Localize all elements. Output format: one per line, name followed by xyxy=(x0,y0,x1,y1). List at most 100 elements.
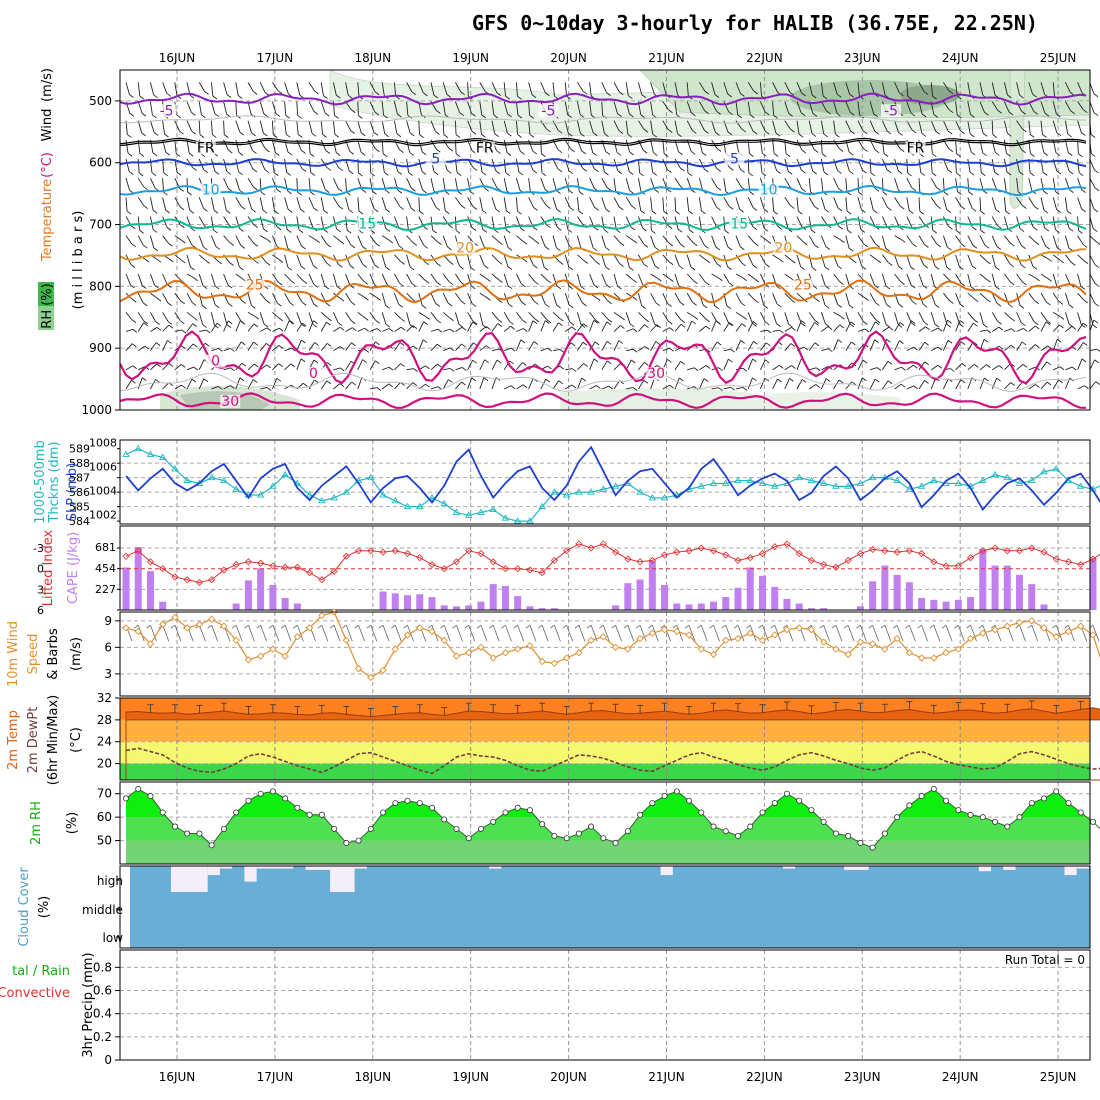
wind-barb-feather xyxy=(469,190,475,195)
wind-speed-point xyxy=(734,634,742,643)
thickness-point xyxy=(293,479,302,486)
wind-barb-feather xyxy=(801,320,806,325)
wind-barb-feather xyxy=(1093,208,1099,213)
wind-barb xyxy=(686,197,690,212)
wind-barb-feather xyxy=(338,167,344,172)
wind-barb-feather xyxy=(1033,205,1039,210)
wind-barb-feather xyxy=(1019,171,1024,176)
wind-barb xyxy=(650,197,653,212)
cape-bar xyxy=(856,606,864,610)
rh-point xyxy=(943,797,950,804)
wind-barb xyxy=(931,327,939,332)
wind-barb xyxy=(918,82,925,92)
wind-barb xyxy=(735,273,743,279)
wind-barb xyxy=(1077,322,1084,332)
wind-barb-feather xyxy=(580,323,586,328)
wind-barb-feather xyxy=(740,339,746,344)
wind-barb xyxy=(1077,292,1085,301)
wind-barb-feather xyxy=(947,246,952,251)
wind-barb-feather xyxy=(435,131,440,135)
temp-label-3: (6hr Min/Max) xyxy=(46,695,61,785)
wind-barb-feather xyxy=(436,110,441,114)
wind-barb xyxy=(345,178,347,193)
wind-barb xyxy=(613,380,621,390)
wind-barb xyxy=(662,384,670,390)
wind-barb xyxy=(942,320,948,332)
wind-barb-feather xyxy=(313,320,318,324)
wind-barb xyxy=(1003,216,1009,229)
cape-bar xyxy=(465,605,473,610)
wind-barb-feather xyxy=(716,110,721,115)
wind-barb-feather xyxy=(912,301,917,305)
wind-barb-feather xyxy=(778,258,784,263)
wind-barb-feather xyxy=(791,259,796,264)
contour-label: 30 xyxy=(647,366,665,382)
wind-barb xyxy=(211,386,219,390)
wind-barb xyxy=(650,139,654,153)
wind-barb-feather xyxy=(383,114,388,119)
wind-barb-feather xyxy=(325,302,331,307)
rh-point xyxy=(282,795,289,802)
wind-speed-point xyxy=(1015,618,1024,627)
wind-barb xyxy=(1077,312,1082,325)
wind-barb xyxy=(1064,82,1071,93)
wind-barb xyxy=(942,216,949,227)
wind-barb xyxy=(637,293,643,306)
thickness-point xyxy=(795,473,803,481)
wind-barb-feather xyxy=(1008,303,1013,308)
wind-barb xyxy=(406,101,409,116)
wind-barb xyxy=(235,101,238,116)
wind-barb xyxy=(686,292,693,303)
wind-10m-barb-feather xyxy=(635,624,641,629)
wind-barb xyxy=(686,216,690,230)
wind-barb xyxy=(845,158,850,172)
wind-barb-feather xyxy=(627,133,633,138)
wind-barb-feather xyxy=(335,152,341,157)
wind-barb xyxy=(759,378,766,390)
wind-barb xyxy=(418,120,421,135)
wind-barb-feather xyxy=(1056,209,1061,213)
wind-barb-feather xyxy=(471,131,477,135)
li-point xyxy=(342,552,350,560)
wind-speed-point xyxy=(440,636,448,644)
wind-barb xyxy=(735,177,742,188)
cape-bar xyxy=(905,582,913,610)
wind-barb-feather xyxy=(986,364,991,369)
wind-barb xyxy=(784,197,791,206)
wind-barb xyxy=(991,365,1000,371)
thickness-point xyxy=(697,482,706,489)
cloud-clear-patch xyxy=(660,866,673,876)
wind-barb xyxy=(515,101,519,116)
rh-point xyxy=(1089,818,1096,825)
wind-10m-barb-feather xyxy=(293,624,298,629)
wind-barb-feather xyxy=(785,153,791,157)
wind-barb-feather xyxy=(388,239,394,244)
li-point xyxy=(624,555,632,563)
wind-barb-feather xyxy=(705,365,711,369)
wind-barb xyxy=(1053,366,1061,371)
wind-barb xyxy=(491,235,499,242)
wind-barb xyxy=(454,216,457,231)
wind-barb xyxy=(491,254,499,262)
wind-barb-feather xyxy=(181,345,186,349)
wind-barb-feather xyxy=(155,321,160,325)
wind-barb-feather xyxy=(1078,230,1083,234)
wind-10m-barb-feather xyxy=(782,624,788,629)
wind-barb xyxy=(284,235,289,249)
wind-barb-feather xyxy=(141,132,146,137)
wind-barb xyxy=(613,292,621,300)
wind-barb-feather xyxy=(569,207,575,211)
wind-barb-feather xyxy=(1056,247,1062,251)
wind-barb-feather xyxy=(629,190,634,194)
wind-barb xyxy=(162,158,165,173)
rh-points xyxy=(123,786,1096,851)
wind-barb xyxy=(198,197,204,209)
wind-barb xyxy=(650,292,657,303)
wind-barb xyxy=(698,378,705,390)
wind-barb-feather xyxy=(532,320,538,325)
wind-barb xyxy=(869,273,875,286)
wind-barb-feather xyxy=(925,326,930,331)
wind-barb xyxy=(772,364,780,371)
wind-speed-point xyxy=(452,652,461,660)
